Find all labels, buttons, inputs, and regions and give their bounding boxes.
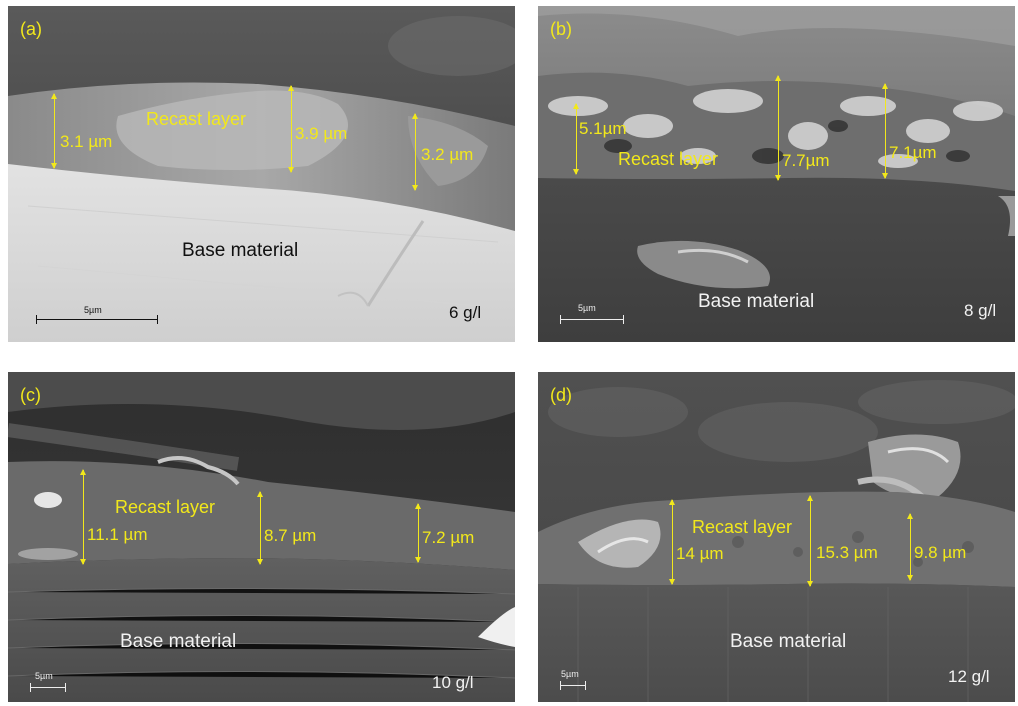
measurement-line xyxy=(412,113,418,191)
sem-image-c xyxy=(8,372,515,702)
recast-layer-label: Recast layer xyxy=(692,517,793,537)
panel-tag: (b) xyxy=(550,19,572,39)
measurement-line xyxy=(775,75,781,181)
sem-panel-a: (a) Recast layer 3.1 µm 3.9 µm 3.2 µm Ba… xyxy=(8,6,515,342)
concentration-label: 10 g/l xyxy=(432,673,474,692)
sem-panel-c: (c) Recast layer 11.1 µm 8.7 µm 7.2 µm B… xyxy=(8,372,515,702)
thickness-measurement: 8.7 µm xyxy=(264,526,317,545)
measurement-line xyxy=(573,103,579,175)
measurement-line xyxy=(288,85,294,173)
thickness-measurement: 15.3 µm xyxy=(816,543,878,562)
base-material-label: Base material xyxy=(182,240,299,261)
measurement-line xyxy=(882,83,888,179)
thickness-measurement: 14 µm xyxy=(676,544,724,563)
measurement-line xyxy=(257,491,263,565)
concentration-label: 8 g/l xyxy=(964,301,997,320)
sem-image-a xyxy=(8,6,515,342)
thickness-measurement: 11.1 µm xyxy=(87,525,148,544)
thickness-measurement: 7.2 µm xyxy=(422,528,475,547)
base-material-label: Base material xyxy=(730,631,847,652)
measurement-line xyxy=(415,503,421,563)
recast-layer-label: Recast layer xyxy=(115,497,216,517)
scale-bar-label: 5µm xyxy=(35,671,53,681)
panel-tag: (a) xyxy=(20,19,42,39)
panel-tag: (d) xyxy=(550,385,572,405)
thickness-measurement: 3.1 µm xyxy=(60,132,113,151)
thickness-measurement: 9.8 µm xyxy=(914,543,967,562)
scale-bar-label: 5µm xyxy=(578,303,596,313)
thickness-measurement: 3.9 µm xyxy=(295,124,348,143)
thickness-measurement: 7.1µm xyxy=(889,143,937,162)
scale-bar: 5µm xyxy=(36,306,158,324)
recast-layer-label: Recast layer xyxy=(146,109,247,129)
sem-panel-d: (d) Recast layer 14 µm 15.3 µm 9.8 µm Ba… xyxy=(538,372,1015,702)
measurement-line xyxy=(80,469,86,565)
panel-tag: (c) xyxy=(20,385,41,405)
thickness-measurement: 3.2 µm xyxy=(421,145,474,164)
sem-image-d xyxy=(538,372,1015,702)
thickness-measurement: 5.1µm xyxy=(579,119,627,138)
measurement-line xyxy=(51,93,57,169)
scale-bar: 5µm xyxy=(30,672,66,692)
thickness-measurement: 7.7µm xyxy=(782,151,830,170)
base-material-label: Base material xyxy=(120,631,237,652)
concentration-label: 6 g/l xyxy=(449,303,482,322)
measurement-line xyxy=(669,499,675,585)
sem-image-b xyxy=(538,6,1015,342)
scale-bar: 5µm xyxy=(560,670,586,690)
measurement-line xyxy=(807,495,813,587)
base-material-label: Base material xyxy=(698,291,815,312)
scale-bar: 5µm xyxy=(560,304,624,324)
sem-panel-b: (b) Recast layer 5.1µm 7.7µm 7.1µm Base … xyxy=(538,6,1015,342)
scale-bar-label: 5µm xyxy=(84,305,102,315)
recast-layer-label: Recast layer xyxy=(618,149,719,169)
scale-bar-label: 5µm xyxy=(561,669,579,679)
concentration-label: 12 g/l xyxy=(948,667,990,686)
measurement-line xyxy=(907,513,913,581)
